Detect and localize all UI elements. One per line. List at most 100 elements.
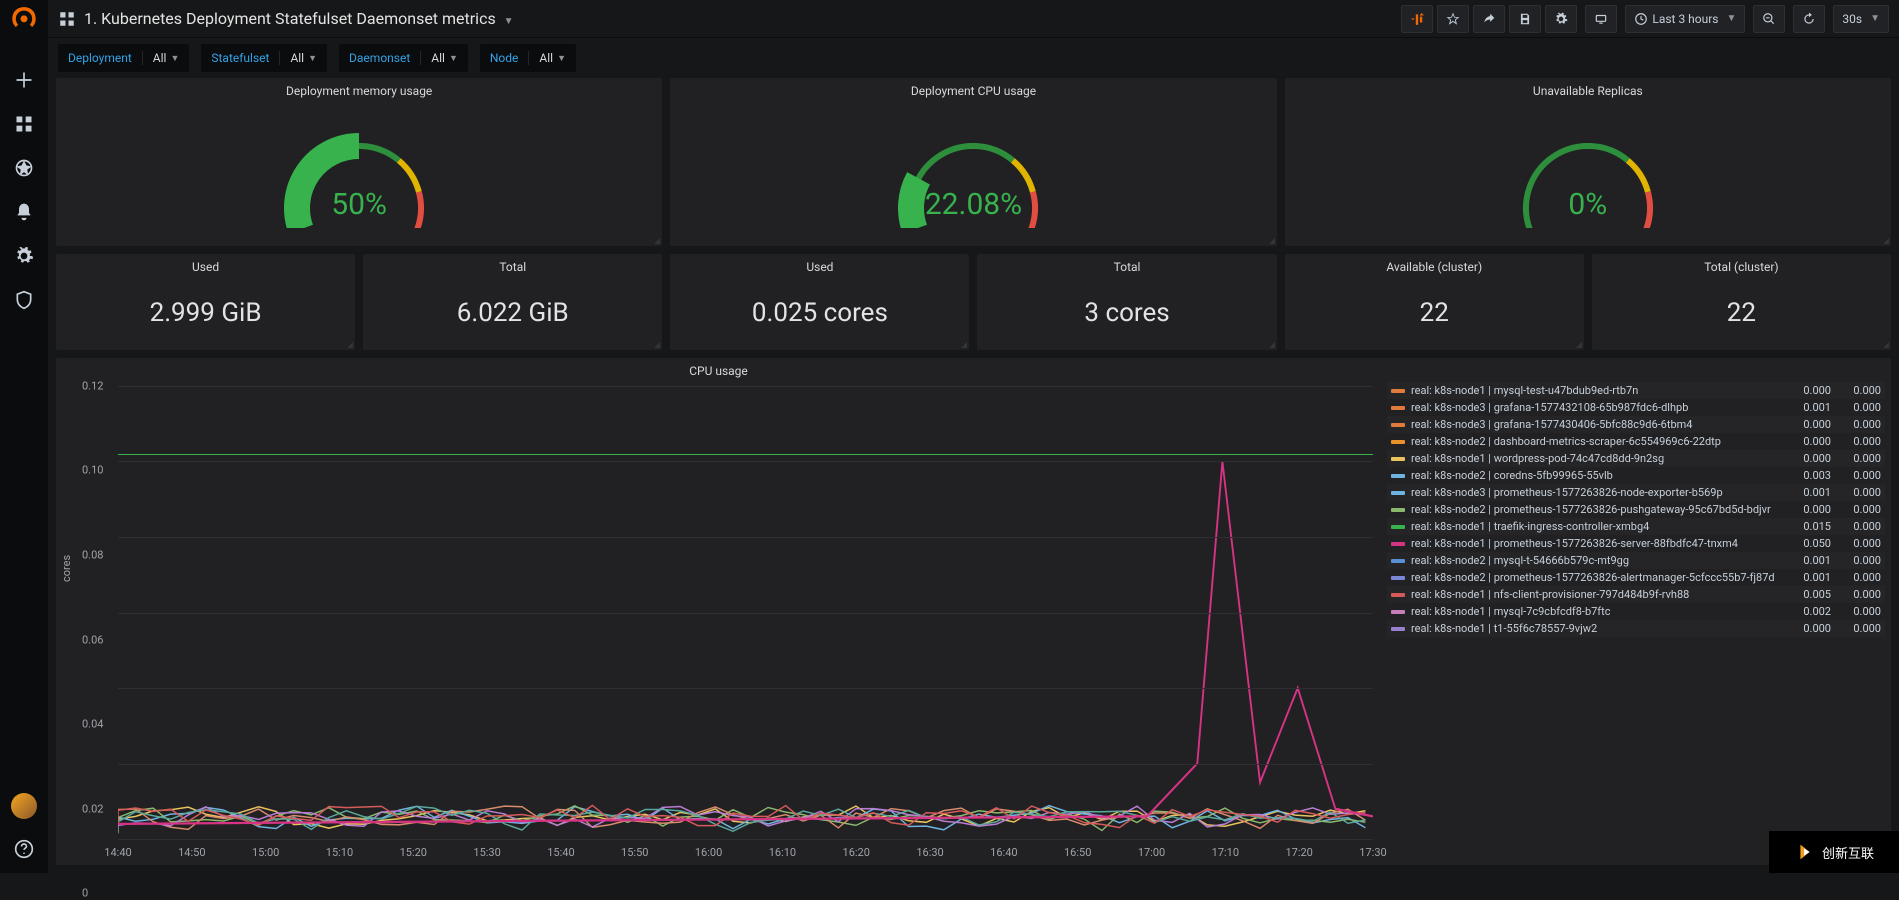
legend-value: 0.000 — [1837, 503, 1881, 516]
legend-label: real: k8s-node1 | mysql-7c9cbfcdf8-b7ftc — [1411, 605, 1781, 618]
variable-statefulset[interactable]: StatefulsetAll ▼ — [201, 44, 327, 72]
resize-handle[interactable] — [345, 340, 353, 348]
variable-node[interactable]: NodeAll ▼ — [480, 44, 576, 72]
legend-value: 0.000 — [1837, 435, 1881, 448]
gauge: 50% — [279, 118, 439, 228]
legend-swatch — [1391, 593, 1405, 597]
legend-value: 0.001 — [1787, 554, 1831, 567]
gear-icon[interactable] — [14, 246, 34, 266]
variable-value[interactable]: All ▼ — [421, 51, 468, 65]
star-button[interactable] — [1437, 5, 1469, 33]
topbar: 1. Kubernetes Deployment Statefulset Dae… — [48, 0, 1899, 38]
grafana-logo-icon[interactable] — [10, 6, 38, 34]
resize-handle[interactable] — [1881, 340, 1889, 348]
resize-handle[interactable] — [1881, 236, 1889, 244]
zoom-out-button[interactable] — [1753, 5, 1785, 33]
alert-icon[interactable] — [14, 202, 34, 222]
x-tick: 14:50 — [178, 846, 205, 859]
legend-value: 0.000 — [1837, 418, 1881, 431]
plus-icon[interactable] — [14, 70, 34, 90]
legend-row[interactable]: real: k8s-node2 | coredns-5fb99965-55vlb… — [1387, 467, 1885, 484]
add-panel-button[interactable] — [1401, 5, 1433, 33]
legend-value: 0.000 — [1787, 384, 1831, 397]
refresh-button[interactable] — [1793, 5, 1825, 33]
legend-row[interactable]: real: k8s-node1 | wordpress-pod-74c47cd8… — [1387, 450, 1885, 467]
save-button[interactable] — [1509, 5, 1541, 33]
resize-handle[interactable] — [652, 236, 660, 244]
stat-panel: Available (cluster)22 — [1285, 254, 1584, 350]
legend-swatch — [1391, 406, 1405, 410]
settings-button[interactable] — [1545, 5, 1577, 33]
dashboards-icon[interactable] — [14, 114, 34, 134]
stat-value: 0.025 cores — [752, 298, 888, 328]
resize-handle[interactable] — [652, 340, 660, 348]
legend-row[interactable]: real: k8s-node2 | prometheus-1577263826-… — [1387, 501, 1885, 518]
x-tick: 17:30 — [1359, 846, 1386, 859]
y-tick: 0.08 — [82, 548, 103, 561]
variable-value[interactable]: All ▼ — [280, 51, 327, 65]
shield-icon[interactable] — [14, 290, 34, 310]
stat-panel: Total6.022 GiB — [363, 254, 662, 350]
avatar[interactable] — [11, 793, 37, 819]
x-tick: 16:20 — [843, 846, 870, 859]
legend-value: 0.005 — [1787, 588, 1831, 601]
legend-row[interactable]: real: k8s-node1 | traefik-ingress-contro… — [1387, 518, 1885, 535]
legend-row[interactable]: real: k8s-node2 | dashboard-metrics-scra… — [1387, 433, 1885, 450]
stat-panel: Used 0.025 cores — [670, 254, 969, 350]
variable-label: Daemonset — [339, 51, 421, 65]
time-range-button[interactable]: Last 3 hours ▼ — [1625, 5, 1745, 33]
legend-row[interactable]: real: k8s-node3 | grafana-1577430406-5bf… — [1387, 416, 1885, 433]
dashboard-grid-icon[interactable] — [58, 10, 76, 28]
panel-title: Used — [670, 254, 969, 276]
legend-row[interactable]: real: k8s-node1 | prometheus-1577263826-… — [1387, 535, 1885, 552]
legend-swatch — [1391, 440, 1405, 444]
chart-legend: real: k8s-node1 | mysql-test-u47bdub9ed-… — [1381, 358, 1891, 865]
legend-row[interactable]: real: k8s-node1 | t1-55f6c78557-9vjw2 0.0… — [1387, 620, 1885, 637]
legend-value: 0.000 — [1787, 622, 1831, 635]
x-tick: 17:00 — [1138, 846, 1165, 859]
x-tick: 15:30 — [473, 846, 500, 859]
refresh-interval-button[interactable]: 30s ▼ — [1833, 5, 1889, 33]
stat-panel: Used2.999 GiB — [56, 254, 355, 350]
stat-value: 22 — [1420, 298, 1449, 328]
chevron-down-icon: ▼ — [504, 16, 514, 27]
legend-value: 0.000 — [1787, 503, 1831, 516]
legend-value: 0.000 — [1787, 435, 1831, 448]
legend-row[interactable]: real: k8s-node2 | mysql-t-54666b579c-mt9… — [1387, 552, 1885, 569]
help-icon[interactable] — [14, 839, 34, 859]
cycle-view-button[interactable] — [1585, 5, 1617, 33]
legend-value: 0.001 — [1787, 571, 1831, 584]
legend-swatch — [1391, 457, 1405, 461]
legend-label: real: k8s-node1 | t1-55f6c78557-9vjw2 — [1411, 622, 1781, 635]
legend-value: 0.015 — [1787, 520, 1831, 533]
legend-row[interactable]: real: k8s-node2 | prometheus-1577263826-… — [1387, 569, 1885, 586]
explore-icon[interactable] — [14, 158, 34, 178]
resize-handle[interactable] — [1267, 340, 1275, 348]
x-tick: 17:10 — [1212, 846, 1239, 859]
stat-value: 3 cores — [1084, 298, 1169, 328]
legend-value: 0.000 — [1837, 520, 1881, 533]
toolbar — [1401, 5, 1577, 33]
variable-daemonset[interactable]: DaemonsetAll ▼ — [339, 44, 468, 72]
x-tick: 16:00 — [695, 846, 722, 859]
variable-deployment[interactable]: DeploymentAll ▼ — [58, 44, 189, 72]
cpu-usage-panel: CPU usage cores 00.020.040.060.080.100.1… — [56, 358, 1891, 865]
dashboard-title[interactable]: 1. Kubernetes Deployment Statefulset Dae… — [84, 9, 514, 28]
variable-value[interactable]: All ▼ — [143, 51, 190, 65]
resize-handle[interactable] — [1267, 236, 1275, 244]
legend-row[interactable]: real: k8s-node1 | nfs-client-provisioner… — [1387, 586, 1885, 603]
legend-row[interactable]: real: k8s-node1 | mysql-test-u47bdub9ed-… — [1387, 382, 1885, 399]
legend-label: real: k8s-node1 | prometheus-1577263826-… — [1411, 537, 1781, 550]
legend-row[interactable]: real: k8s-node3 | grafana-1577432108-65b… — [1387, 399, 1885, 416]
legend-label: real: k8s-node3 | grafana-1577432108-65b… — [1411, 401, 1781, 414]
x-tick: 17:20 — [1285, 846, 1312, 859]
share-button[interactable] — [1473, 5, 1505, 33]
variable-value[interactable]: All ▼ — [529, 51, 576, 65]
resize-handle[interactable] — [1574, 340, 1582, 348]
legend-label: real: k8s-node1 | nfs-client-provisioner… — [1411, 588, 1781, 601]
legend-row[interactable]: real: k8s-node3 | prometheus-1577263826-… — [1387, 484, 1885, 501]
legend-row[interactable]: real: k8s-node1 | mysql-7c9cbfcdf8-b7ftc… — [1387, 603, 1885, 620]
legend-label: real: k8s-node1 | mysql-test-u47bdub9ed-… — [1411, 384, 1781, 397]
legend-swatch — [1391, 525, 1405, 529]
resize-handle[interactable] — [959, 340, 967, 348]
